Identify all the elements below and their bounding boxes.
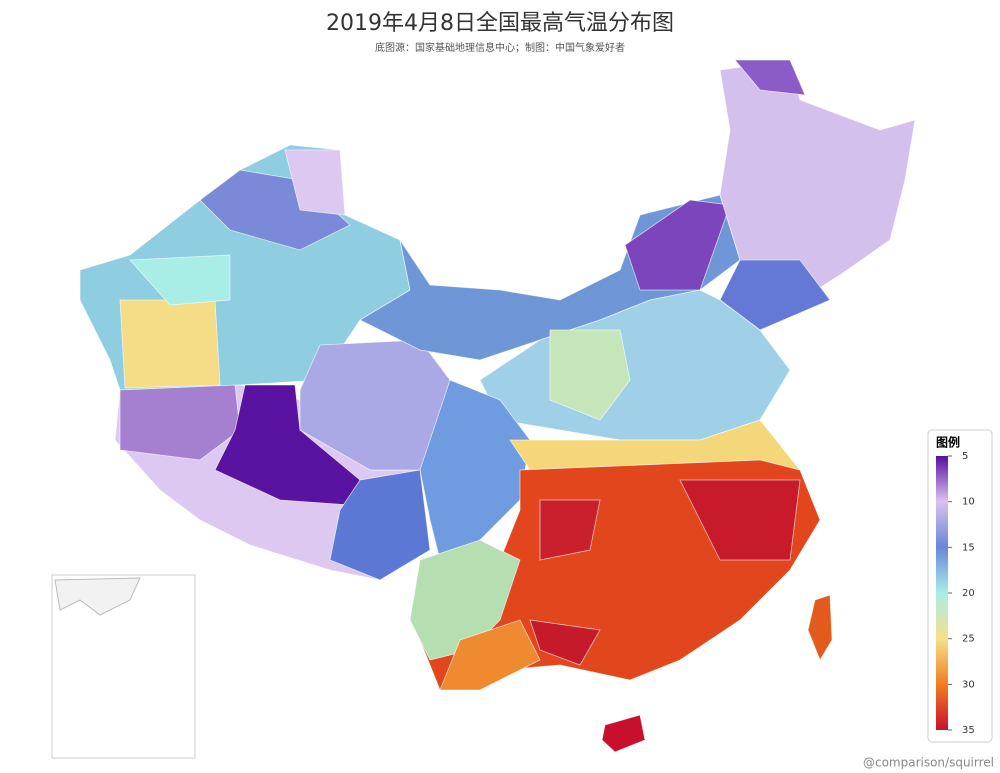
credit: @comparison/squirrel	[863, 756, 994, 770]
region	[439, 619, 541, 691]
region	[129, 254, 231, 306]
legend-tick-label: 30	[962, 679, 975, 690]
legend-tick-label: 35	[962, 725, 975, 736]
region	[329, 469, 431, 581]
region	[119, 299, 221, 389]
legend-tick-label: 25	[962, 634, 975, 645]
region	[807, 594, 833, 661]
region	[284, 149, 346, 216]
legend-tick-label: 15	[962, 542, 975, 553]
region	[549, 329, 631, 421]
region	[734, 59, 806, 96]
region	[679, 479, 801, 561]
region	[199, 169, 351, 251]
region	[529, 619, 601, 666]
legend-tick-label: 10	[962, 497, 975, 508]
legend-tick-label: 20	[962, 588, 975, 599]
color-bar	[936, 456, 948, 730]
region	[719, 259, 831, 331]
inset-map	[54, 577, 141, 616]
region	[539, 499, 601, 561]
map	[79, 59, 916, 753]
legend: 图例 5 10 15 20 25 30 35	[927, 429, 993, 743]
subtitle: 底图源：国家基础地理信息中心；制图：中国气象爱好者	[375, 41, 625, 54]
region	[601, 714, 646, 753]
legend-title: 图例	[936, 435, 960, 450]
legend-tick-label: 5	[962, 451, 968, 462]
title: 2019年4月8日全国最高气温分布图	[326, 11, 674, 36]
region	[119, 384, 241, 461]
inset-box	[51, 574, 196, 759]
region	[624, 199, 731, 291]
